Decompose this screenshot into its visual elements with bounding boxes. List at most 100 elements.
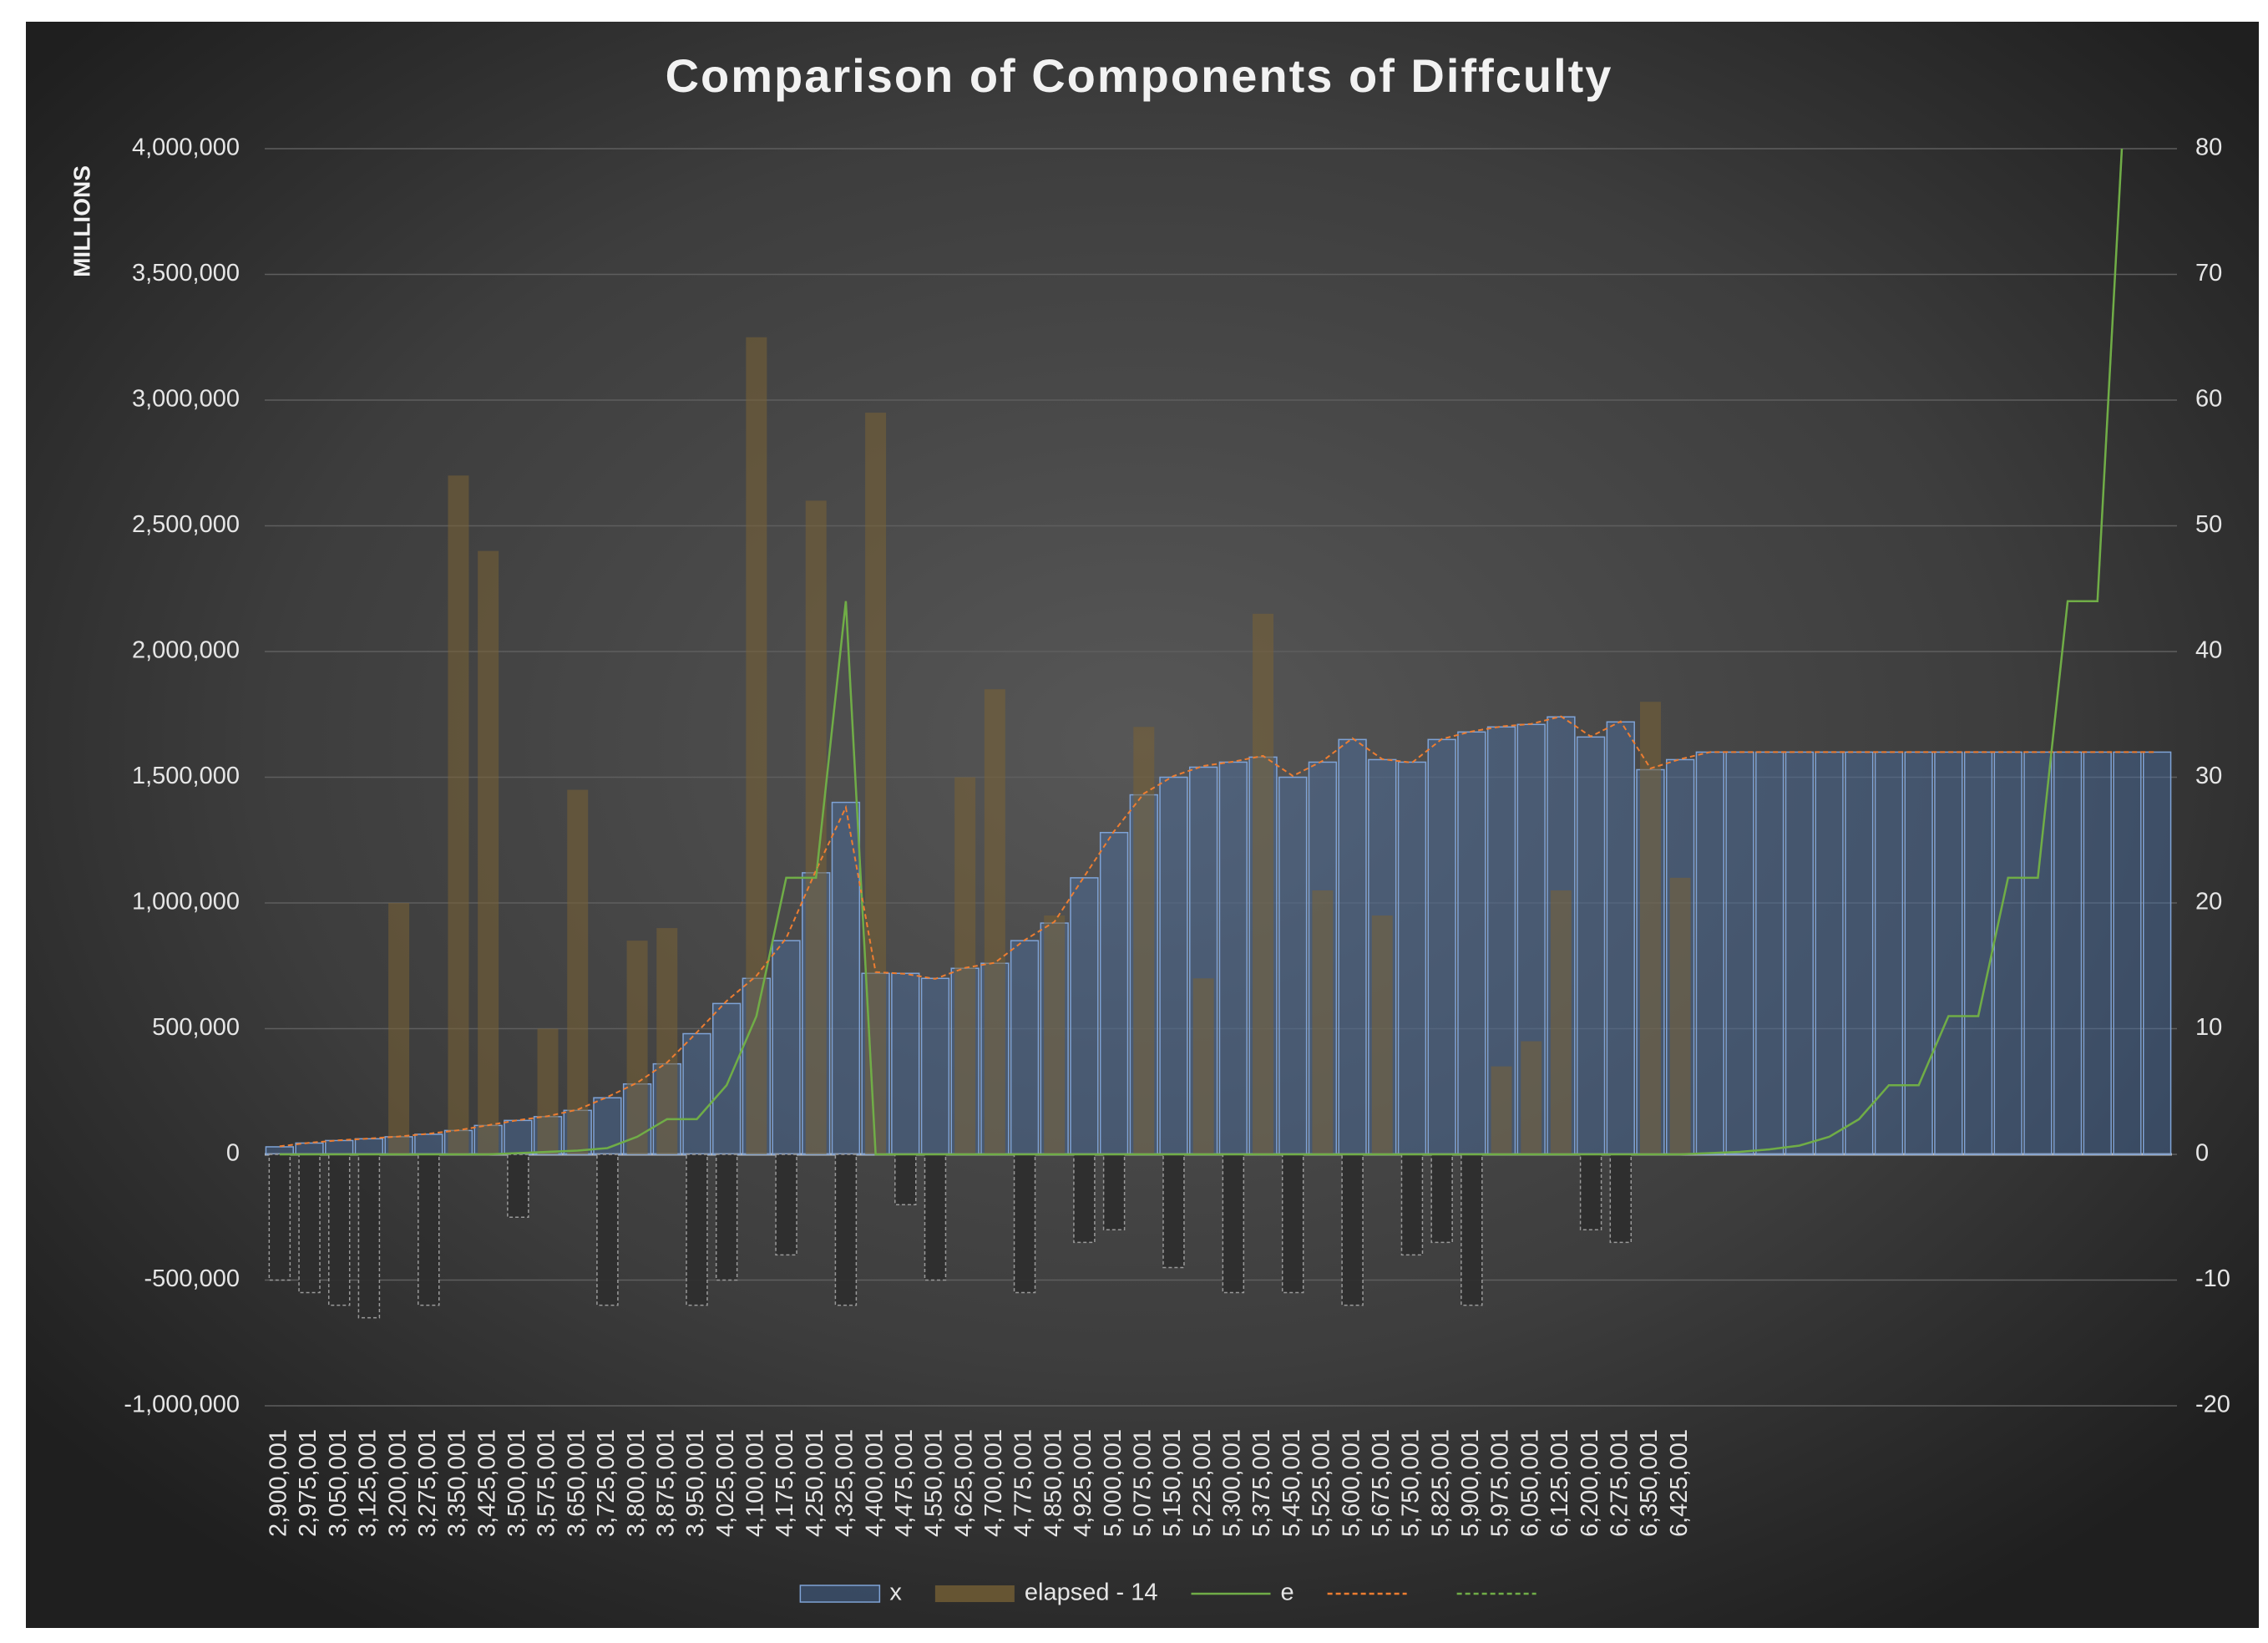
x-tick-label: 5,300,001 xyxy=(1219,1429,1246,1537)
y2-tick-label: 0 xyxy=(2195,1140,2209,1167)
bar xyxy=(1785,751,1815,1155)
y2-tick-label: 30 xyxy=(2195,763,2222,789)
x-tick-label: 5,075,001 xyxy=(1129,1429,1156,1537)
x-tick-label: 2,975,001 xyxy=(295,1429,321,1537)
bar xyxy=(1904,751,1933,1155)
x-tick-label: 3,875,001 xyxy=(652,1429,679,1537)
bar xyxy=(1400,1154,1424,1256)
y-axis-label: MILLIONS xyxy=(68,165,94,277)
bar xyxy=(596,1154,619,1306)
bar xyxy=(388,903,410,1154)
plot-area xyxy=(265,149,2172,1319)
x-tick-label: 6,125,001 xyxy=(1547,1429,1573,1537)
bar xyxy=(1133,727,1155,1154)
bar xyxy=(448,475,469,1154)
bar xyxy=(656,928,678,1154)
bar xyxy=(1338,738,1367,1155)
y2-tick-label: -20 xyxy=(2195,1392,2230,1418)
x-tick-label: 4,100,001 xyxy=(742,1429,769,1537)
x-tick-label: 4,925,001 xyxy=(1070,1429,1096,1537)
x-tick-label: 5,450,001 xyxy=(1278,1429,1305,1537)
x-tick-label: 5,000,001 xyxy=(1100,1429,1126,1537)
bar xyxy=(1845,751,1874,1155)
x-tick-label: 4,625,001 xyxy=(950,1429,977,1537)
chart-title: Comparison of Components of Diffculty xyxy=(666,49,1613,102)
bar xyxy=(891,972,920,1155)
bar xyxy=(1430,1154,1453,1244)
legend-label: e xyxy=(1280,1580,1293,1606)
bar xyxy=(1755,751,1785,1155)
bar xyxy=(1099,831,1129,1155)
bar xyxy=(1963,751,1993,1155)
y-tick-label: 4,000,000 xyxy=(132,134,240,161)
bar xyxy=(1457,731,1486,1155)
bar xyxy=(1192,978,1214,1154)
bar xyxy=(414,1133,443,1155)
x-tick-label: 5,750,001 xyxy=(1398,1429,1425,1537)
x-tick-label: 5,975,001 xyxy=(1487,1429,1514,1537)
bar xyxy=(1427,738,1456,1155)
bar xyxy=(1070,877,1099,1155)
x-tick-label: 3,275,001 xyxy=(414,1429,441,1537)
bar xyxy=(1278,776,1308,1155)
bar xyxy=(298,1154,321,1294)
x-tick-label: 3,725,001 xyxy=(593,1429,620,1537)
bar xyxy=(1073,1154,1096,1244)
bar xyxy=(1521,1041,1542,1154)
bar xyxy=(1222,1154,1245,1294)
bar xyxy=(1606,721,1635,1155)
bar xyxy=(2023,751,2053,1155)
bar xyxy=(1639,702,1661,1154)
bar xyxy=(772,940,801,1155)
bar xyxy=(865,413,887,1154)
bar xyxy=(567,789,589,1154)
bar xyxy=(1218,761,1248,1155)
bar xyxy=(357,1154,381,1319)
bar xyxy=(1312,890,1334,1154)
x-tick-label: 3,500,001 xyxy=(504,1429,530,1537)
bar xyxy=(1491,1066,1512,1154)
bar xyxy=(1725,751,1754,1155)
bar xyxy=(1550,890,1572,1154)
bar xyxy=(507,1154,529,1218)
bar xyxy=(626,941,648,1154)
bar xyxy=(682,1032,711,1155)
x-tick-label: 5,675,001 xyxy=(1368,1429,1395,1537)
bar xyxy=(537,1028,559,1154)
x-tick-label: 3,650,001 xyxy=(563,1429,590,1537)
x-tick-label: 3,800,001 xyxy=(623,1429,650,1537)
bar xyxy=(1253,613,1274,1154)
bar xyxy=(831,801,861,1155)
x-tick-label: 6,200,001 xyxy=(1577,1429,1603,1537)
bar xyxy=(1013,1154,1036,1294)
bar xyxy=(775,1154,797,1256)
bar xyxy=(354,1138,384,1155)
x-tick-label: 2,900,001 xyxy=(266,1429,292,1537)
x-tick-label: 4,475,001 xyxy=(891,1429,918,1537)
x-tick-label: 3,425,001 xyxy=(473,1429,500,1537)
bar xyxy=(1993,751,2022,1155)
bar xyxy=(715,1154,738,1281)
bar xyxy=(2083,751,2112,1155)
bar xyxy=(1371,915,1393,1154)
y-tick-label: 0 xyxy=(226,1140,240,1167)
y-tick-label: 2,500,000 xyxy=(132,511,240,538)
y2-tick-label: 80 xyxy=(2195,134,2222,161)
x-tick-label: 3,125,001 xyxy=(355,1429,382,1537)
x-tick-label: 4,700,001 xyxy=(980,1429,1007,1537)
bar xyxy=(805,500,827,1154)
y-tick-label: 1,500,000 xyxy=(132,763,240,789)
x-tick-label: 6,425,001 xyxy=(1666,1429,1693,1537)
bar xyxy=(1162,1154,1185,1269)
bar xyxy=(1934,751,1963,1155)
y2-tick-label: 60 xyxy=(2195,386,2222,413)
x-tick-label: 4,250,001 xyxy=(802,1429,828,1537)
y2-tick-label: 20 xyxy=(2195,889,2222,915)
bar xyxy=(1102,1154,1126,1231)
y2-tick-label: -10 xyxy=(2195,1265,2230,1292)
legend-swatch xyxy=(934,1585,1015,1602)
y-tick-label: 500,000 xyxy=(152,1014,240,1041)
bar xyxy=(984,689,1005,1154)
